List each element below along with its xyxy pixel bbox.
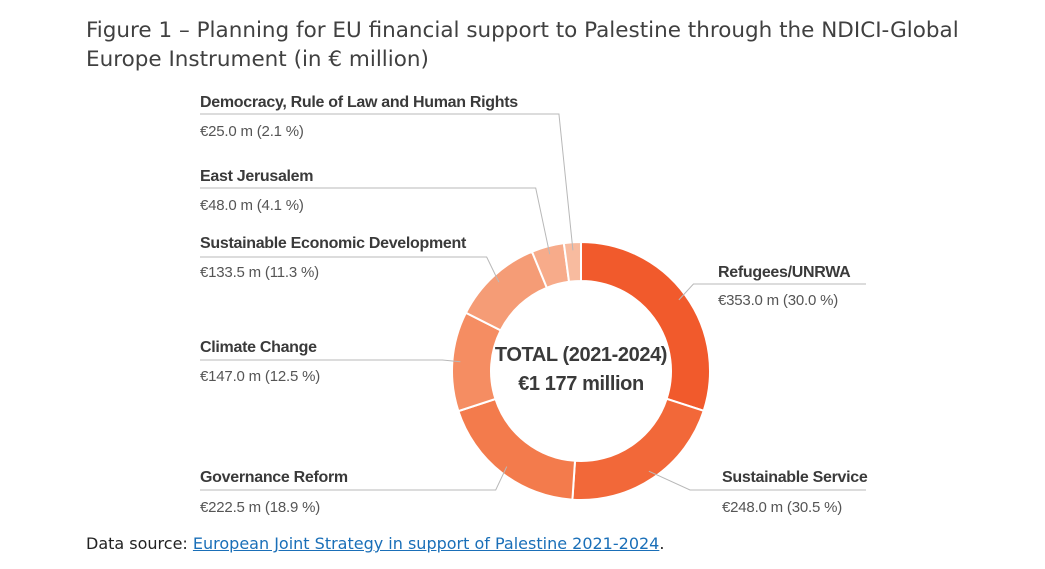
slice-governance-reform	[457, 397, 577, 501]
data-source-link[interactable]: European Joint Strategy in support of Pa…	[192, 534, 660, 553]
center-label-line1: TOTAL (2021-2024)	[495, 344, 667, 366]
slice-labels: Refugees/UNRWA €353.0 m (30.0 %) Sustainab…	[200, 94, 868, 516]
slice-value-climate-change: €147.0 m (12.5 %)	[200, 368, 320, 385]
leader-line-governance-reform	[200, 466, 508, 491]
leader-line-east-jerusalem	[200, 187, 551, 255]
leader-lines	[200, 113, 866, 491]
slice-label-refugees-unrwa: Refugees/UNRWA	[718, 264, 851, 281]
data-source-suffix: .	[659, 534, 665, 553]
leader-line-democracy-rule-of-law-and-human-rights	[200, 113, 574, 251]
slice-value-east-jerusalem: €48.0 m (4.1 %)	[200, 197, 304, 214]
slice-democracy-rule-of-law-and-human-rights	[562, 240, 582, 283]
leader-line-climate-change	[200, 359, 461, 363]
slice-value-refugees-unrwa: €353.0 m (30.0 %)	[718, 292, 838, 309]
data-source: Data source: European Joint Strategy in …	[86, 534, 664, 553]
donut-slices	[451, 240, 711, 501]
leader-line-sustainable-economic-development	[200, 256, 500, 283]
leader-line-sustainable-service	[648, 470, 866, 491]
slice-sustainable-economic-development	[464, 250, 549, 332]
data-source-prefix: Data source:	[86, 534, 193, 553]
slice-label-sustainable-economic-development: Sustainable Economic Development	[200, 235, 467, 252]
slice-label-governance-reform: Governance Reform	[200, 469, 348, 486]
slice-value-sustainable-economic-development: €133.5 m (11.3 %)	[200, 264, 319, 281]
center-label-line2: €1 177 million	[518, 373, 644, 395]
slice-label-democracy-rule-of-law-and-human-rights: Democracy, Rule of Law and Human Rights	[200, 94, 518, 111]
slice-value-governance-reform: €222.5 m (18.9 %)	[200, 499, 320, 516]
slice-label-east-jerusalem: East Jerusalem	[200, 168, 313, 185]
figure-title: Figure 1 – Planning for EU financial sup…	[86, 18, 959, 72]
slice-value-democracy-rule-of-law-and-human-rights: €25.0 m (2.1 %)	[200, 123, 304, 140]
slice-label-climate-change: Climate Change	[200, 339, 317, 356]
slice-label-sustainable-service: Sustainable Service	[722, 469, 868, 486]
slice-sustainable-service	[571, 397, 705, 501]
slice-value-sustainable-service: €248.0 m (30.5 %)	[722, 499, 842, 516]
leader-line-refugees-unrwa	[678, 283, 866, 301]
